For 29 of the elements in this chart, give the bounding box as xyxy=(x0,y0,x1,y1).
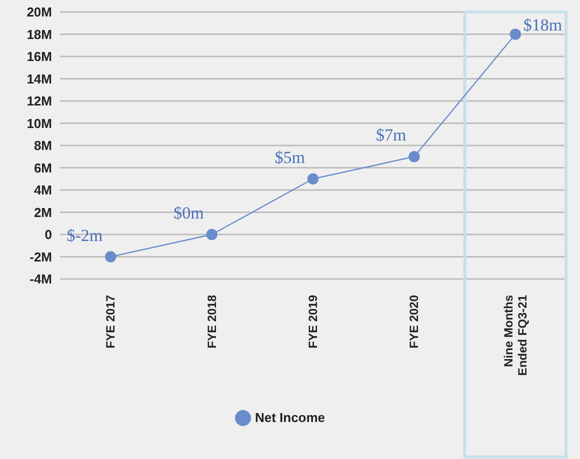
point xyxy=(510,28,521,40)
legend-label: Net Income xyxy=(254,410,326,425)
data-label: $0m xyxy=(174,204,204,222)
y-tick-label: 16M xyxy=(26,49,52,64)
y-tick-label: -2M xyxy=(30,249,52,264)
y-tick-label: -4M xyxy=(30,272,52,287)
data-label: $7m xyxy=(376,126,406,145)
y-tick-label: 18M xyxy=(26,26,52,42)
data-label: $5m xyxy=(274,148,305,167)
y-tick-label: 12M xyxy=(26,94,52,109)
point xyxy=(206,228,218,240)
point xyxy=(105,251,116,262)
point xyxy=(408,151,420,162)
point xyxy=(307,173,319,184)
x-tick-label: FYE 2017 xyxy=(104,294,118,348)
y-tick-label: 8M xyxy=(34,138,52,154)
y-tick-label: 20M xyxy=(26,4,52,20)
x-tick-label: Nine Months Ended FQ3-21 xyxy=(501,294,530,376)
y-tick-label: 0 xyxy=(44,227,52,242)
y-tick-label: 14M xyxy=(26,71,52,86)
x-tick-label: FYE 2019 xyxy=(306,294,320,348)
data-label: $18m xyxy=(523,15,562,34)
y-tick-label: 10M xyxy=(26,116,52,131)
y-tick-label: 2M xyxy=(34,204,52,220)
x-tick-label: FYE 2018 xyxy=(204,294,219,348)
y-tick-label: 4M xyxy=(34,182,52,198)
data-label: $-2m xyxy=(66,226,103,245)
y-tick-label: 6M xyxy=(34,160,52,176)
x-tick-label: FYE 2020 xyxy=(407,294,422,348)
